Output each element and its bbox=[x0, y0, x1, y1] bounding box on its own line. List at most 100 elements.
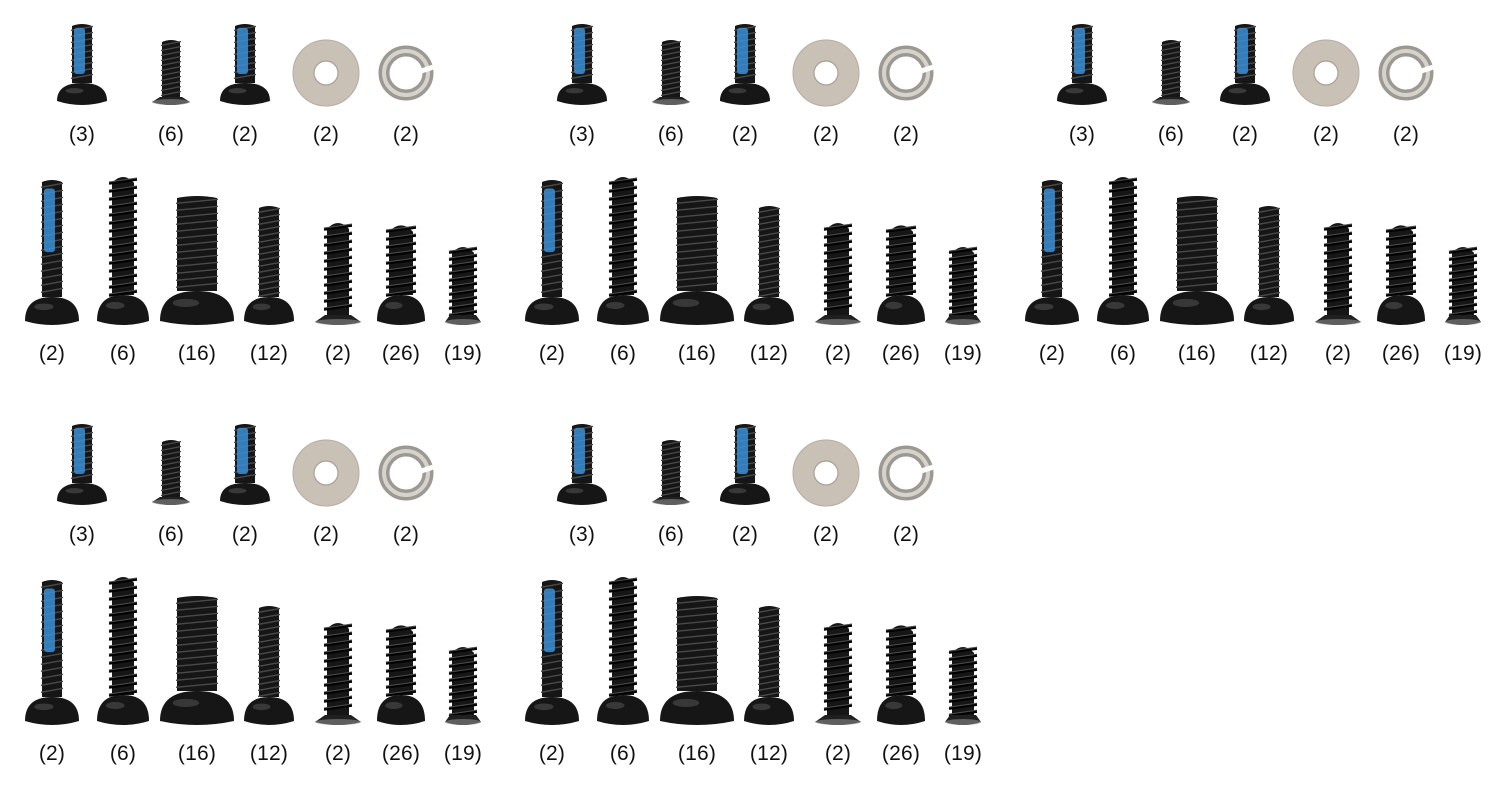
quantity-label: (2) bbox=[231, 523, 259, 546]
threadlocked-button-head-screw-icon bbox=[1220, 24, 1270, 105]
quantity-label: (2) bbox=[324, 742, 352, 765]
quantity-label: (2) bbox=[892, 523, 920, 546]
threadlocked-button-head-bolt-icon bbox=[525, 580, 579, 725]
quantity-label: (6) bbox=[657, 523, 685, 546]
quantity-label: (2) bbox=[1392, 123, 1420, 146]
spring-lock-washer-icon bbox=[878, 45, 935, 101]
button-head-tapping-screw-icon bbox=[377, 625, 425, 725]
long-self-tapping-screw-icon bbox=[597, 576, 649, 725]
fastener-item: (12) bbox=[1232, 0, 1306, 368]
short-self-tapping-screw-icon bbox=[445, 646, 481, 725]
flat-washer-icon bbox=[292, 439, 360, 507]
flat-head-screw-icon bbox=[652, 440, 690, 505]
threadlocked-button-head-screw-icon bbox=[557, 24, 607, 105]
fastener-item: (19) bbox=[426, 0, 500, 368]
fastener-item: (2) bbox=[301, 0, 375, 368]
flat-washer-icon bbox=[792, 439, 860, 507]
spring-lock-washer-icon bbox=[878, 445, 935, 501]
fastener-item: (2) bbox=[1286, 0, 1366, 149]
fastener-item: (2) bbox=[786, 400, 866, 549]
fastener-item: (2) bbox=[705, 0, 785, 149]
quantity-label: (2) bbox=[38, 742, 66, 765]
quantity-label: (6) bbox=[109, 342, 137, 365]
fastener-item: (19) bbox=[426, 400, 500, 768]
short-self-tapping-screw-icon bbox=[1445, 246, 1481, 325]
fastener-item: (2) bbox=[286, 400, 366, 549]
quantity-label: (6) bbox=[109, 742, 137, 765]
quantity-label: (2) bbox=[231, 123, 259, 146]
flat-head-screw-icon bbox=[152, 440, 190, 505]
quantity-label: (2) bbox=[538, 742, 566, 765]
button-head-machine-screw-icon bbox=[244, 206, 294, 325]
fastener-item: (2) bbox=[801, 0, 875, 368]
fastener-item: (2) bbox=[15, 400, 89, 768]
fastener-item: (2) bbox=[366, 0, 446, 149]
quantity-label: (2) bbox=[1324, 342, 1352, 365]
quantity-label: (6) bbox=[657, 123, 685, 146]
quantity-label: (2) bbox=[1231, 123, 1259, 146]
quantity-label: (19) bbox=[443, 742, 483, 765]
thick-button-head-bolt-icon bbox=[660, 596, 734, 725]
fastener-item: (26) bbox=[864, 0, 938, 368]
fastener-item: (2) bbox=[1366, 0, 1446, 149]
quantity-label: (2) bbox=[812, 523, 840, 546]
fastener-item: (2) bbox=[801, 400, 875, 768]
flat-head-screw-icon bbox=[152, 40, 190, 105]
flat-head-tapping-screw-icon bbox=[815, 622, 861, 725]
flat-head-tapping-screw-icon bbox=[815, 222, 861, 325]
thick-button-head-bolt-icon bbox=[160, 596, 234, 725]
quantity-label: (2) bbox=[824, 742, 852, 765]
button-head-machine-screw-icon bbox=[244, 606, 294, 725]
fastener-item: (19) bbox=[926, 0, 1000, 368]
hardware-kit: (3) (6) (2) (2) (2) (2) (6) (16) (12) (2) (26) (19) bbox=[1000, 0, 1482, 380]
flat-head-tapping-screw-icon bbox=[1315, 222, 1361, 325]
spring-lock-washer-icon bbox=[378, 445, 435, 501]
short-self-tapping-screw-icon bbox=[945, 246, 981, 325]
quantity-label: (19) bbox=[1443, 342, 1483, 365]
fastener-item: (6) bbox=[586, 400, 660, 768]
quantity-label: (6) bbox=[157, 123, 185, 146]
quantity-label: (19) bbox=[943, 742, 983, 765]
quantity-label: (2) bbox=[38, 342, 66, 365]
fastener-item: (16) bbox=[660, 0, 734, 368]
long-self-tapping-screw-icon bbox=[597, 176, 649, 325]
fastener-item: (2) bbox=[515, 0, 589, 368]
fastener-item: (19) bbox=[926, 400, 1000, 768]
thick-button-head-bolt-icon bbox=[1160, 196, 1234, 325]
quantity-label: (26) bbox=[881, 342, 921, 365]
fastener-item: (6) bbox=[1086, 0, 1160, 368]
threadlocked-button-head-screw-icon bbox=[220, 424, 270, 505]
fastener-item: (2) bbox=[205, 400, 285, 549]
fastener-item: (12) bbox=[732, 400, 806, 768]
quantity-label: (16) bbox=[677, 342, 717, 365]
fastener-item: (2) bbox=[515, 400, 589, 768]
fastener-item: (6) bbox=[131, 400, 211, 549]
thick-button-head-bolt-icon bbox=[160, 196, 234, 325]
fastener-item: (16) bbox=[160, 0, 234, 368]
fastener-item: (6) bbox=[631, 400, 711, 549]
quantity-label: (3) bbox=[568, 523, 596, 546]
quantity-label: (2) bbox=[731, 123, 759, 146]
fastener-item: (3) bbox=[542, 0, 622, 149]
quantity-label: (26) bbox=[881, 742, 921, 765]
quantity-label: (19) bbox=[443, 342, 483, 365]
threadlocked-button-head-bolt-icon bbox=[25, 580, 79, 725]
quantity-label: (16) bbox=[177, 342, 217, 365]
quantity-label: (2) bbox=[538, 342, 566, 365]
quantity-label: (2) bbox=[892, 123, 920, 146]
button-head-machine-screw-icon bbox=[744, 606, 794, 725]
spring-lock-washer-icon bbox=[378, 45, 435, 101]
quantity-label: (16) bbox=[177, 742, 217, 765]
button-head-tapping-screw-icon bbox=[377, 225, 425, 325]
quantity-label: (2) bbox=[812, 123, 840, 146]
fastener-item: (2) bbox=[1205, 0, 1285, 149]
fastener-item: (19) bbox=[1426, 0, 1500, 368]
fastener-item: (2) bbox=[866, 0, 946, 149]
fastener-item: (2) bbox=[1015, 0, 1089, 368]
fastener-item: (26) bbox=[864, 400, 938, 768]
thick-button-head-bolt-icon bbox=[660, 196, 734, 325]
quantity-label: (2) bbox=[324, 342, 352, 365]
quantity-label: (26) bbox=[1381, 342, 1421, 365]
flat-head-screw-icon bbox=[1152, 40, 1190, 105]
flat-washer-icon bbox=[792, 39, 860, 107]
